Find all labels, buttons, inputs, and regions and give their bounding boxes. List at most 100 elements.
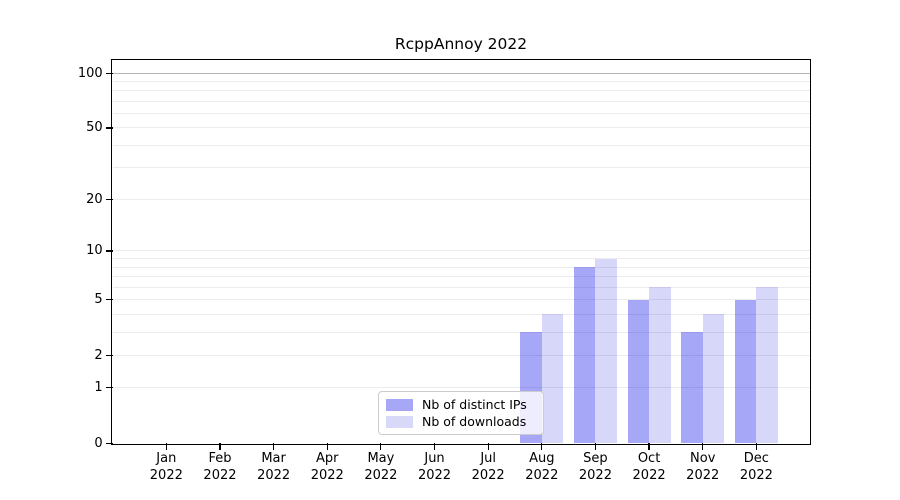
bar-oct-nb-of-distinct-ips [627, 299, 650, 444]
x-tick-label-apr: Apr 2022 [287, 451, 367, 484]
x-tick-label-sep: Sep 2022 [555, 451, 635, 484]
x-tick-year: 2022 [257, 467, 291, 483]
x-tick-year: 2022 [471, 467, 505, 483]
x-tick-jan [165, 443, 167, 451]
x-tick-year: 2022 [417, 467, 452, 483]
x-tick-label-jan: Jan 2022 [126, 451, 206, 484]
y-tick-label-5: 5 [94, 292, 103, 308]
gridline-minor-6 [112, 286, 810, 288]
x-tick-month: Jan [156, 451, 177, 467]
legend-swatch-distinct-ips-icon [386, 398, 413, 411]
y-tick-20 [105, 198, 113, 200]
x-tick-year: 2022 [149, 467, 183, 483]
y-tick-label-50: 50 [86, 120, 103, 136]
bar-dec-nb-of-distinct-ips [734, 299, 757, 444]
y-tick-label-0: 0 [94, 435, 103, 451]
x-tick-month: Mar [261, 451, 286, 467]
x-tick-month: Jul [480, 451, 496, 467]
gridline-major-100 [112, 72, 810, 74]
gridline-minor-4 [112, 313, 810, 315]
x-tick-sep [594, 443, 597, 451]
gridline-minor-5 [112, 299, 810, 301]
gridline-minor-80 [112, 90, 810, 92]
x-tick-month: Sep [583, 451, 608, 467]
bar-nov-nb-of-downloads [702, 314, 725, 444]
plot-frame [111, 59, 812, 445]
x-tick-label-feb: Feb 2022 [180, 451, 260, 484]
bar-dec-nb-of-downloads [756, 287, 778, 444]
bar-oct-nb-of-downloads [649, 287, 671, 444]
chart-title: RcppAnnoy 2022 [394, 35, 528, 53]
x-tick-year: 2022 [739, 467, 773, 483]
gridline-minor-8 [112, 266, 810, 268]
x-tick-month: May [367, 451, 395, 467]
x-tick-year: 2022 [310, 467, 344, 483]
bar-nov-nb-of-distinct-ips [681, 332, 703, 444]
x-tick-may [380, 443, 382, 451]
gridline-minor-90 [112, 81, 810, 83]
gridline-minor-7 [112, 276, 810, 278]
gridline-minor-2 [112, 354, 810, 356]
x-tick-jul [487, 443, 489, 451]
x-tick-year: 2022 [525, 467, 559, 483]
bar-sep-nb-of-distinct-ips [573, 267, 596, 444]
legend-label-downloads: Nb of downloads [422, 414, 527, 429]
x-tick-aug [541, 443, 543, 451]
x-tick-jun [433, 443, 436, 451]
x-tick-month: Oct [637, 451, 661, 467]
x-tick-year: 2022 [578, 467, 612, 483]
x-tick-oct [648, 443, 650, 451]
x-tick-label-may: May 2022 [341, 451, 421, 484]
x-tick-feb [219, 443, 221, 451]
gridline-minor-9 [112, 258, 810, 260]
y-tick-label-2: 2 [94, 347, 103, 363]
x-tick-month: Feb [208, 451, 232, 467]
y-tick-label-1: 1 [94, 380, 103, 396]
bar-sep-nb-of-downloads [595, 258, 617, 444]
gridline-minor-30 [112, 167, 810, 169]
y-tick-1 [105, 387, 113, 389]
legend-item-downloads: Nb of downloads [386, 414, 536, 429]
x-tick-year: 2022 [203, 467, 237, 483]
x-tick-year: 2022 [364, 467, 398, 483]
x-tick-apr [326, 443, 328, 451]
x-tick-label-jul: Jul 2022 [448, 451, 528, 484]
x-tick-dec [755, 443, 757, 451]
gridline-minor-40 [112, 144, 810, 146]
legend-item-distinct-ips: Nb of distinct IPs [386, 397, 536, 412]
x-tick-month: Aug [529, 451, 555, 467]
legend: Nb of distinct IPs Nb of downloads [378, 391, 544, 435]
legend-swatch-downloads-icon [386, 415, 413, 428]
x-tick-label-dec: Dec 2022 [716, 451, 796, 484]
x-tick-month: Nov [690, 451, 716, 467]
y-tick-5 [105, 299, 113, 301]
x-tick-year: 2022 [686, 467, 720, 483]
gridline-minor-10 [112, 250, 810, 252]
x-tick-nov [702, 443, 704, 451]
y-tick-50 [105, 127, 113, 129]
gridline-minor-50 [112, 127, 810, 129]
x-tick-month: Dec [743, 451, 769, 467]
y-tick-0 [105, 442, 113, 444]
legend-label-distinct-ips: Nb of distinct IPs [422, 397, 527, 412]
x-tick-month: Apr [316, 451, 339, 467]
y-tick-label-100: 100 [77, 65, 103, 81]
x-tick-year: 2022 [632, 467, 666, 483]
x-tick-label-mar: Mar 2022 [234, 451, 314, 484]
bar-aug-nb-of-downloads [541, 314, 564, 444]
y-tick-label-20: 20 [86, 191, 103, 207]
y-tick-label-10: 10 [86, 243, 103, 259]
gridline-minor-20 [112, 198, 810, 200]
x-tick-label-oct: Oct 2022 [609, 451, 689, 484]
x-tick-label-aug: Aug 2022 [502, 451, 582, 484]
gridline-minor-1 [112, 387, 810, 389]
gridline-minor-70 [112, 100, 810, 102]
y-tick-100 [105, 72, 113, 74]
gridline-minor-3 [112, 331, 810, 333]
y-tick-10 [105, 250, 113, 252]
x-tick-label-nov: Nov 2022 [663, 451, 743, 484]
